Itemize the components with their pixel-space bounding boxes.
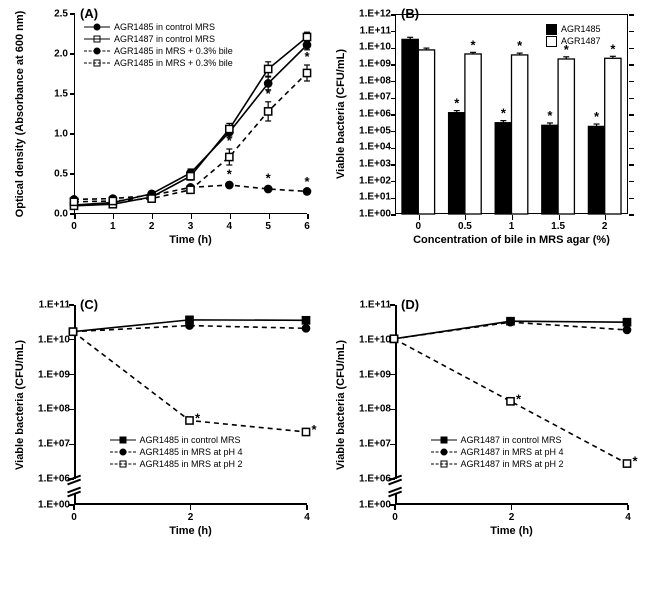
panel-a-xlabel: Time (h): [74, 234, 307, 246]
svg-text:*: *: [266, 86, 272, 101]
panel-c-xlabel: Time (h): [74, 525, 307, 537]
panel-b-legend: AGR1485AGR1487: [542, 20, 605, 50]
svg-text:*: *: [227, 167, 233, 182]
svg-text:*: *: [304, 174, 310, 189]
panel-b-ylabel: Viable bacteria (CFU/mL): [335, 49, 347, 179]
svg-text:*: *: [266, 171, 272, 186]
svg-text:*: *: [311, 422, 317, 437]
svg-text:*: *: [547, 108, 553, 123]
svg-text:*: *: [454, 96, 460, 111]
svg-text:*: *: [610, 41, 616, 56]
svg-text:*: *: [517, 38, 523, 53]
svg-text:*: *: [632, 454, 638, 469]
panel-d-plot: **: [395, 305, 628, 505]
panel-a-legend: AGR1485 in control MRSAGR1487 in control…: [80, 18, 237, 73]
svg-text:*: *: [516, 391, 522, 406]
panel-d-xlabel: Time (h): [395, 525, 628, 537]
svg-text:*: *: [471, 37, 477, 52]
panel-c-plot: **: [74, 305, 307, 505]
svg-text:*: *: [594, 109, 600, 124]
panel-d-legend: AGR1487 in control MRSAGR1487 in MRS at …: [427, 431, 568, 473]
svg-text:*: *: [501, 106, 507, 121]
panel-c-legend: AGR1485 in control MRSAGR1485 in MRS at …: [106, 431, 247, 473]
svg-text:*: *: [195, 410, 201, 425]
svg-text:*: *: [304, 49, 310, 64]
panel-a-ylabel: Optical density (Absorbance at 600 nm): [14, 11, 26, 218]
panel-b-xlabel: Concentration of bile in MRS agar (%): [395, 234, 628, 246]
panel-d-ylabel: Viable bacteria (CFU/mL): [335, 340, 347, 470]
figure: (A) ****** Optical density (Absorbance a…: [0, 0, 650, 591]
panel-c-ylabel: Viable bacteria (CFU/mL): [14, 340, 26, 470]
